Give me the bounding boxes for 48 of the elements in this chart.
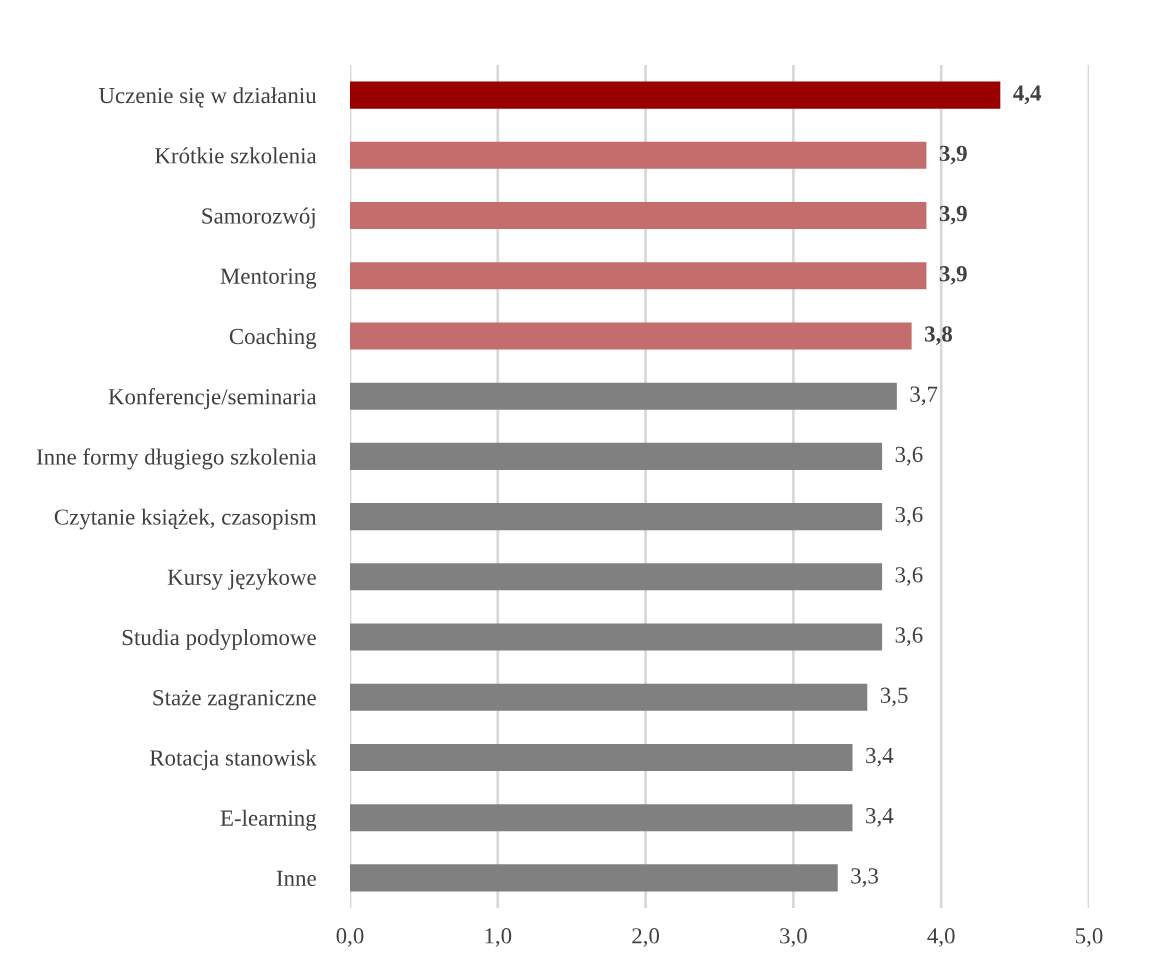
bar bbox=[350, 442, 883, 470]
data-label: 3,6 bbox=[895, 506, 923, 526]
data-label: 3,6 bbox=[895, 627, 923, 647]
y-tick-label: Rotacja stanowisk bbox=[149, 749, 317, 771]
y-tick-label: Krótkie szkolenia bbox=[155, 147, 317, 164]
data-label: 3,4 bbox=[866, 808, 894, 827]
y-tick-label: Inne formy długiego szkolenia bbox=[36, 448, 317, 470]
data-label: 3,3 bbox=[851, 868, 878, 887]
data-label: 3,6 bbox=[895, 446, 923, 466]
bar bbox=[350, 503, 883, 531]
data-label: 3,5 bbox=[880, 687, 908, 707]
x-tick-label: 0,0 bbox=[336, 928, 364, 947]
bar bbox=[350, 683, 868, 711]
bar bbox=[350, 382, 897, 410]
bar bbox=[350, 201, 927, 230]
y-tick-label: Inne bbox=[276, 870, 316, 887]
bar bbox=[350, 141, 927, 169]
bar bbox=[350, 743, 853, 772]
y-tick-label: E-learning bbox=[220, 809, 317, 831]
x-tick-label: 2,0 bbox=[632, 928, 660, 947]
data-label: 3,9 bbox=[939, 266, 967, 285]
y-tick-label: Czytanie książek, czasopism bbox=[54, 508, 317, 530]
y-tick-label: Kursy językowe bbox=[167, 568, 316, 590]
y-tick-label: Studia podyplomowe bbox=[122, 629, 316, 650]
y-tick-label: Staże zagraniczne bbox=[153, 689, 316, 711]
data-label: 3,9 bbox=[939, 145, 967, 165]
y-tick-label: Samorozwój bbox=[202, 207, 315, 229]
bar bbox=[350, 563, 883, 591]
data-label: 3,8 bbox=[925, 326, 953, 346]
bar bbox=[350, 81, 1001, 109]
bar bbox=[350, 623, 883, 651]
y-tick-label: Uczenie się w działaniu bbox=[98, 87, 317, 108]
x-tick-label: 5,0 bbox=[1076, 928, 1103, 947]
y-tick-label: Konferencje/seminaria bbox=[108, 388, 317, 410]
data-label: 4,4 bbox=[1013, 85, 1042, 105]
bar bbox=[350, 262, 927, 290]
data-label: 3,9 bbox=[939, 205, 967, 225]
bar bbox=[350, 804, 853, 832]
y-tick-label: Mentoring bbox=[220, 268, 317, 289]
x-tick-label: 4,0 bbox=[927, 928, 955, 947]
x-tick-label: 1,0 bbox=[485, 928, 512, 947]
data-label: 3,4 bbox=[866, 747, 894, 767]
data-label: 3,6 bbox=[895, 567, 923, 586]
bar bbox=[350, 322, 912, 350]
x-tick-label: 3,0 bbox=[780, 928, 807, 947]
data-label: 3,7 bbox=[910, 386, 938, 406]
y-tick-label: Coaching bbox=[229, 328, 317, 349]
bar bbox=[350, 864, 838, 892]
